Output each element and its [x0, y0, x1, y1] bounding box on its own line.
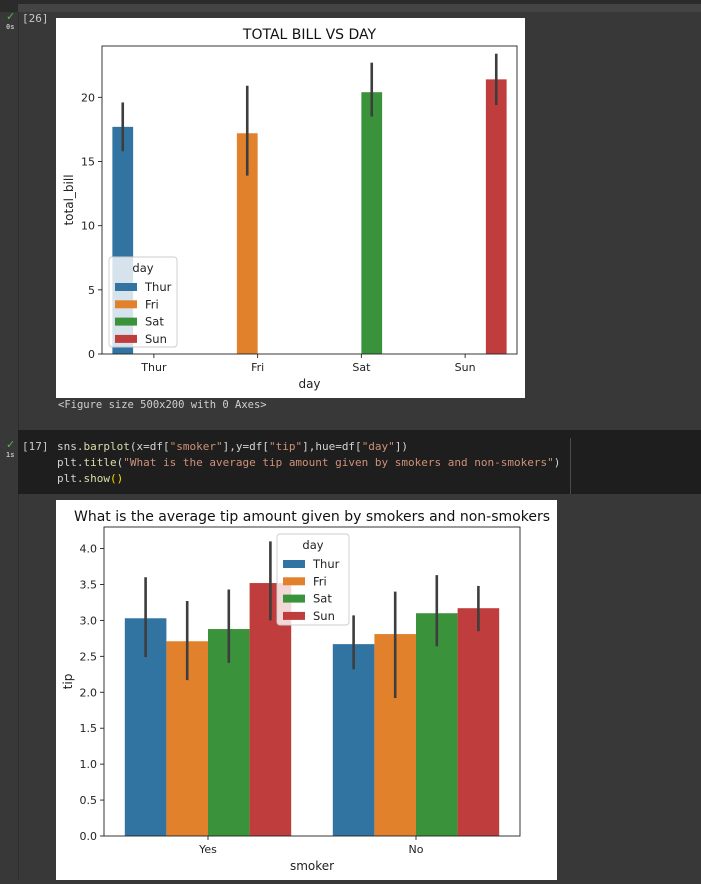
code-token: (x=df[: [129, 440, 170, 453]
bar-sat: [208, 629, 250, 836]
cell-duration: 0s: [6, 23, 15, 31]
y-tick-label: 15: [81, 156, 95, 169]
code-token: ]): [394, 440, 409, 453]
x-tick-label: Yes: [198, 843, 217, 856]
y-tick-label: 4.0: [80, 543, 98, 556]
y-tick-label: 0.5: [80, 794, 98, 807]
code-token: "smoker": [169, 440, 223, 453]
bar-chart-average-tip: 0.0 0.5 1.0 1.5 2.0 2.5 3.0 3.5 4.0 Yes No What is …: [61, 509, 550, 873]
legend-swatch: [283, 560, 305, 568]
plot-frame: [101, 45, 518, 355]
bar-sat: [416, 613, 458, 836]
previous-cell-bottom: [18, 4, 701, 12]
chart-title: TOTAL BILL VS DAY: [242, 27, 377, 43]
x-axis-label: smoker: [290, 859, 334, 873]
legend-swatch: [283, 577, 305, 586]
y-tick-label: 2.5: [80, 650, 98, 663]
legend-swatch: [115, 283, 137, 291]
legend-swatch: [115, 317, 137, 326]
code-token: plt: [57, 456, 77, 469]
bar-chart-total-bill: 0 5 10 15 20 Thur Fri Sat Sun TOTAL BILL VS DAY da…: [62, 27, 518, 391]
y-tick-label: 1.0: [80, 758, 98, 771]
code-token: .: [76, 456, 84, 469]
y-tick-label: 5: [88, 284, 95, 297]
x-tick-label: Sun: [455, 361, 476, 374]
y-tick-label: 0.0: [80, 830, 98, 843]
y-tick-label: 1.5: [80, 722, 98, 735]
x-tick-label: Thur: [140, 361, 167, 374]
legend-label: Sat: [313, 592, 332, 606]
y-tick-label: 2.0: [80, 686, 98, 699]
execution-count: [26]: [22, 12, 49, 25]
cell-duration: 1s: [6, 451, 15, 459]
code-token: show: [83, 472, 111, 485]
code-token: ],hue=df[: [302, 440, 362, 453]
x-tick-label: Sat: [352, 361, 371, 374]
code-token: "What is the average tip amount given by…: [123, 456, 554, 469]
code-line: sns.barplot(x=df["smoker"],y=df["tip"],h…: [57, 440, 408, 453]
code-token: "day": [361, 440, 395, 453]
x-axis-label: day: [298, 377, 320, 391]
legend-swatch: [115, 300, 137, 309]
x-tick-label: Fri: [251, 361, 264, 374]
bar-fri: [236, 133, 258, 354]
legend-title: day: [132, 261, 153, 275]
output-figure: 0.0 0.5 1.0 1.5 2.0 2.5 3.0 3.5 4.0 Yes No What is …: [56, 500, 557, 880]
legend-swatch: [283, 594, 305, 603]
legend-label: Thur: [312, 557, 340, 571]
legend-label: Sat: [145, 315, 164, 329]
code-token: "tip": [268, 440, 303, 453]
legend-title: day: [302, 538, 323, 552]
code-token: title: [83, 456, 117, 469]
execution-count: [17]: [22, 440, 49, 453]
code-token: sns: [57, 440, 77, 453]
code-token: (: [116, 456, 124, 469]
code-token: (): [110, 472, 124, 485]
figure-size-output: <Figure size 500x200 with 0 Axes>: [58, 399, 267, 411]
code-cell-divider: [570, 438, 571, 494]
code-token: ],y=df[: [222, 440, 269, 453]
y-tick-label: 20: [81, 91, 95, 104]
y-tick-label: 0: [88, 348, 95, 361]
legend-swatch: [283, 611, 305, 620]
y-tick-label: 3.0: [80, 614, 98, 627]
legend-label: Sun: [313, 609, 335, 623]
code-cell[interactable]: [18, 430, 701, 494]
chart-title: What is the average tip amount given by …: [74, 509, 550, 525]
x-tick-label: No: [409, 843, 424, 856]
code-token: barplot: [83, 440, 130, 453]
legend-swatch: [115, 334, 137, 343]
legend-label: Fri: [145, 297, 159, 311]
legend-label: Sun: [145, 332, 167, 346]
bar-sat: [361, 92, 383, 354]
output-figure: 0 5 10 15 20 Thur Fri Sat Sun TOTAL BILL VS DAY da…: [56, 18, 525, 398]
y-tick-label: 3.5: [80, 578, 98, 591]
bar-thur: [332, 644, 375, 836]
code-token: .: [76, 472, 84, 485]
plot-frame: [103, 526, 521, 837]
legend-label: Fri: [313, 574, 327, 588]
success-check-icon: ✓: [6, 10, 16, 23]
code-token: plt: [57, 472, 77, 485]
code-token: .: [76, 440, 84, 453]
y-tick-label: 10: [81, 220, 95, 233]
notebook-top-bar: [0, 0, 701, 12]
code-line: plt.title("What is the average tip amoun…: [57, 456, 560, 469]
success-check-icon: ✓: [6, 438, 16, 451]
code-token: ): [553, 456, 561, 469]
bar-sun: [485, 79, 507, 354]
bar-sun: [457, 608, 500, 836]
legend-label: Thur: [144, 280, 172, 294]
y-axis-label: tip: [61, 674, 75, 690]
code-line: plt.show(): [57, 472, 123, 485]
y-axis-label: total_bill: [62, 174, 76, 225]
